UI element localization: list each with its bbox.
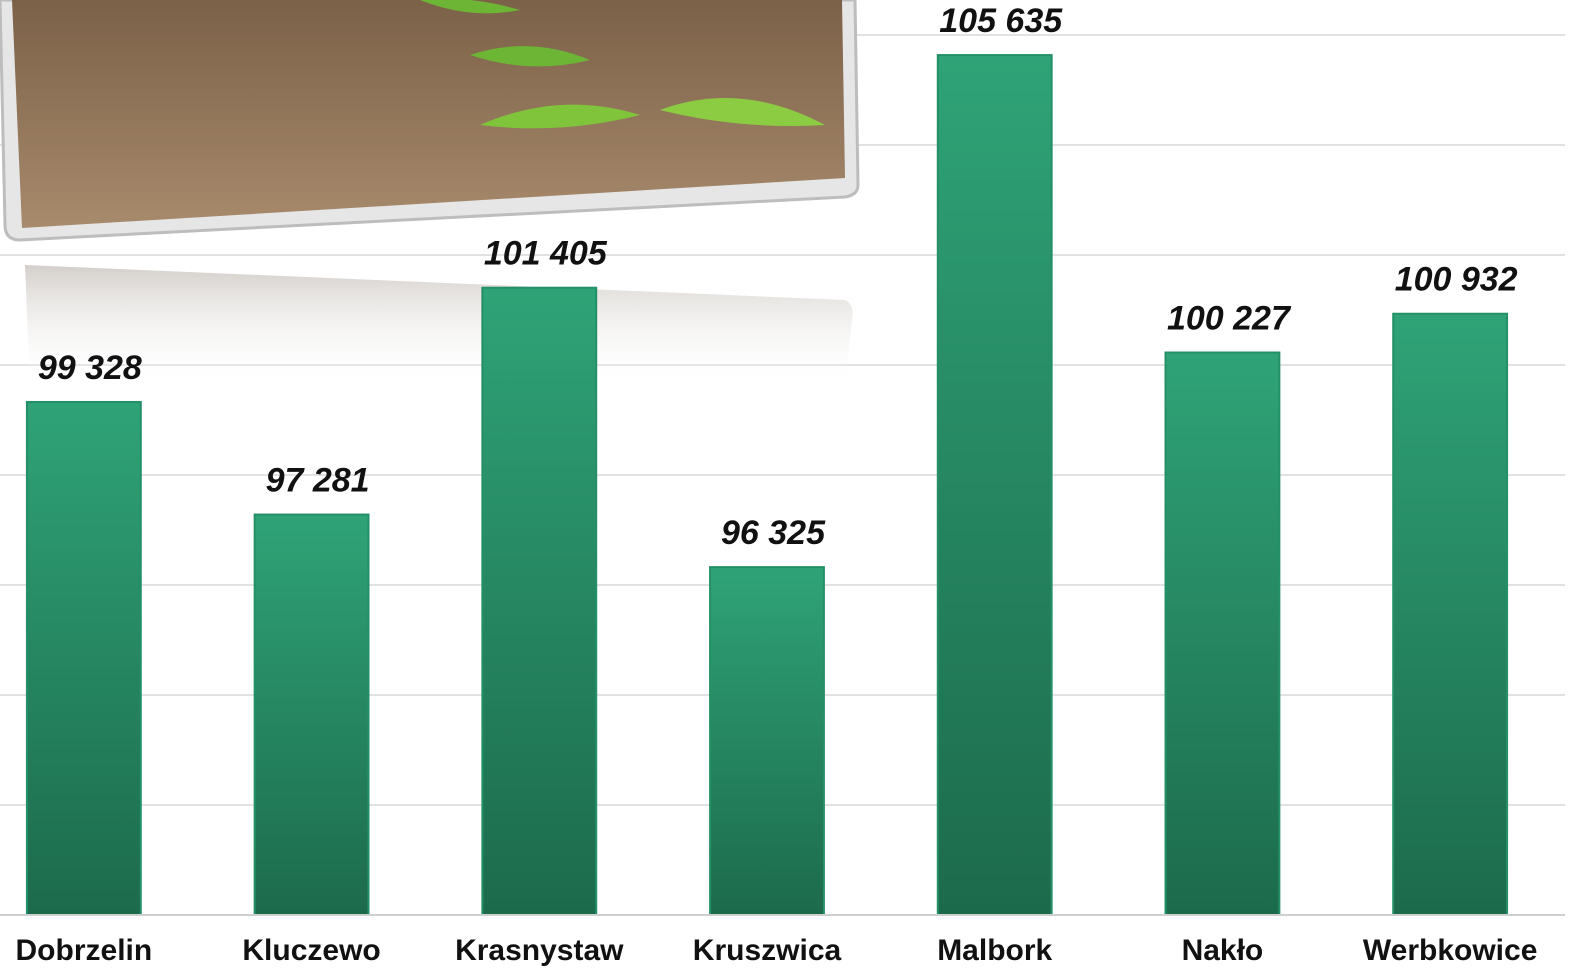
x-tick-label: Werbkowice [1363, 934, 1538, 967]
x-tick-label: Kruszwica [693, 934, 842, 967]
value-label: 97 281 [266, 462, 370, 500]
value-label: 101 405 [484, 235, 608, 273]
x-tick-label: Krasnystaw [455, 934, 624, 967]
bar [1392, 312, 1509, 916]
value-label: 100 227 [1167, 299, 1292, 337]
value-label: 99 328 [38, 349, 142, 387]
bar [709, 566, 825, 916]
x-tick-label: Nakło [1182, 934, 1264, 967]
photo-leaf [420, 0, 520, 14]
bar [481, 286, 598, 917]
photo-leaf [480, 104, 640, 129]
photo-leaf [660, 98, 825, 126]
value-label: 96 325 [721, 514, 826, 552]
photo-leaf [470, 46, 590, 67]
bar [253, 513, 370, 916]
bars: Dobrzelin 99 328 Kluczewo 97 281 Krasnystaw 1… [16, 2, 1538, 967]
bar [936, 54, 1053, 916]
x-tick-label: Kluczewo [242, 934, 380, 967]
photo-soil [12, 0, 845, 228]
bar [25, 400, 142, 916]
x-tick-label: Dobrzelin [16, 934, 153, 967]
value-label: 105 635 [939, 2, 1063, 40]
photo-reflection [25, 265, 853, 385]
bar [1164, 351, 1281, 916]
value-label: 100 932 [1395, 261, 1518, 299]
x-tick-label: Malbork [937, 934, 1052, 967]
photo [0, 0, 860, 385]
